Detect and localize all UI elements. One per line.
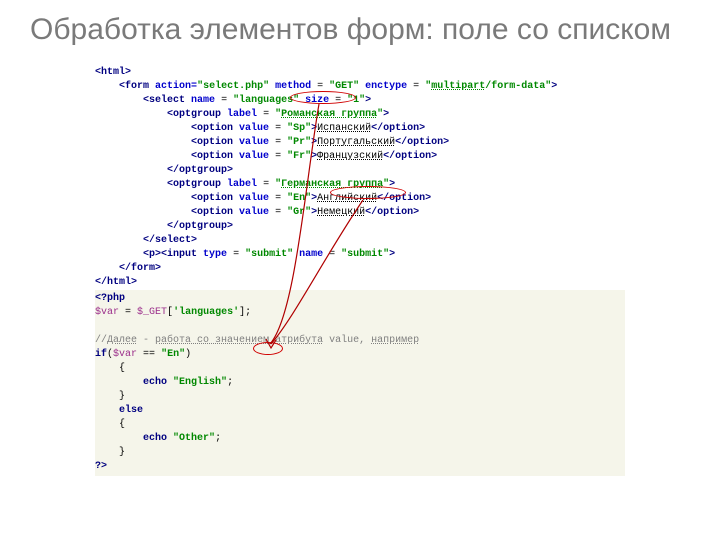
code-block: <html> <form action="select.php" method … — [95, 66, 720, 476]
html-code: <html> <form action="select.php" method … — [95, 66, 720, 290]
php-code: <?php $var = $_GET['languages']; //Далее… — [95, 290, 625, 476]
slide-title: Обработка элементов форм: поле со списко… — [0, 0, 720, 48]
